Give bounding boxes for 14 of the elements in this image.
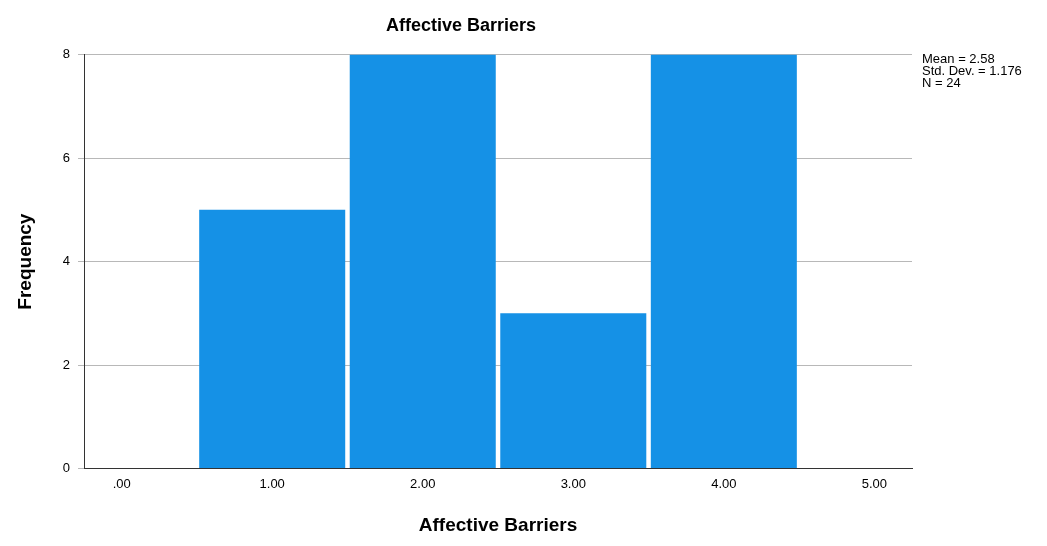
y-tick-label: 4: [62, 253, 71, 269]
y-tick-label: 0: [62, 460, 71, 476]
x-tick-label: 1.00: [259, 475, 285, 491]
y-axis-title: Frequency: [13, 213, 35, 310]
y-tick-label: 8: [62, 46, 71, 62]
x-tick-label: 2.00: [410, 475, 436, 491]
y-tick-label: 2: [62, 356, 71, 372]
x-tick-label: 3.00: [560, 475, 586, 491]
x-tick-label: 4.00: [711, 475, 737, 491]
y-tick-label: 6: [62, 149, 71, 165]
x-axis-title: Affective Barriers: [418, 513, 578, 535]
x-tick-label: 5.00: [861, 475, 888, 491]
chart-title: Affective Barriers: [385, 14, 537, 35]
x-tick-label: .00: [112, 475, 131, 491]
